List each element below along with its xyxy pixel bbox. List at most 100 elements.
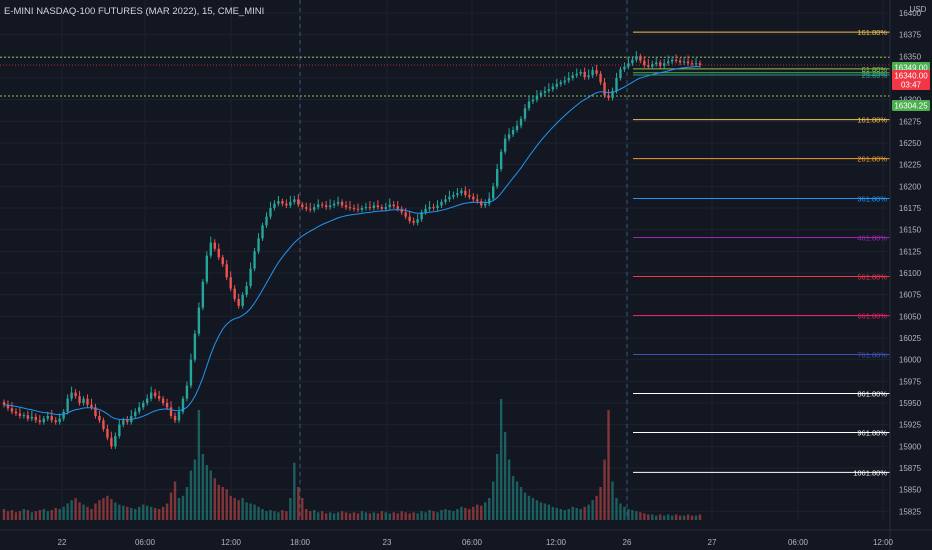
candle-body [412,221,415,223]
volume-bar [324,513,328,520]
candle-body [134,411,137,416]
volume-bar [607,410,610,520]
volume-bar [233,498,236,520]
fib-label: 661.80% [857,311,887,320]
volume-bar [82,504,85,520]
candle-body [547,89,551,91]
fib-label: 961.80% [857,428,887,437]
volume-bar [396,513,399,520]
candle-body [320,204,324,206]
volume-bar [332,513,336,520]
volume-bar [14,512,18,520]
candle-body [682,61,686,63]
candle-body [205,255,209,282]
candle-body [416,219,419,223]
candle-body [515,125,519,130]
volume-bar [420,511,423,520]
candle-body [535,95,539,100]
volume-bar [352,512,356,520]
gridlines [0,0,890,520]
x-tick-label: 23 [383,538,392,547]
candle-body [531,99,535,102]
x-tick-label: 06:00 [788,538,809,547]
candle-body [523,108,527,119]
volume-bar [579,509,582,520]
volume-bar [134,509,137,520]
fib-label: 161.80% [857,116,887,125]
volume-bar [237,500,240,520]
volume-bar [122,505,125,520]
y-tick-label: 16175 [899,204,922,213]
volume-bar [372,512,376,520]
candle-body [165,403,169,408]
volume-bar [289,498,292,520]
y-tick-label: 15825 [899,507,922,516]
volume-bar [535,500,539,520]
candle-body [285,203,288,206]
candle-body [309,208,312,210]
volume-bar [412,512,415,520]
candle-body [126,420,129,423]
candle-body [674,59,678,61]
volume-bar [301,498,304,520]
volume-bar [257,506,260,520]
symbol-title: E-MINI NASDAQ-100 FUTURES (MAR 2022), 15… [4,6,265,17]
volume-bar [635,511,638,520]
time-axis[interactable]: 22 06:00 12:00 18:00 23 06:00 12:00 26 27 06:00 12… [0,529,932,547]
candle-body [229,277,232,289]
x-tick-label: 06:00 [462,538,483,547]
price-tag [892,79,930,90]
volume-bar [452,511,455,520]
price-axis[interactable]: USD 164001637516350163251630016275162501… [889,0,932,550]
candle-body [173,416,177,421]
fib-label: 23.60% [862,71,888,80]
volume-bar [499,399,503,520]
candle-body [643,60,646,65]
candle-body [655,62,658,65]
volume-bar [392,512,395,520]
candle-body [78,396,81,403]
volume-bar [126,506,129,520]
x-tick-label: 12:00 [221,538,242,547]
volume-bar [503,432,507,520]
volume-bar [468,509,471,520]
y-tick-label: 16150 [899,226,922,235]
volume-bar [205,465,209,520]
candle-body [74,392,77,397]
volume-bar [169,492,173,520]
candle-body [420,212,423,220]
volume-bar [130,507,133,520]
y-tick-label: 16025 [899,334,922,343]
volume-bar [631,510,634,520]
x-tick-label: 27 [708,538,717,547]
candle-body [328,205,332,208]
volume-bar [488,498,491,520]
volume-bar [551,506,555,520]
currency-label: USD [910,5,927,14]
x-tick-label: 26 [623,538,632,547]
candle-body [392,204,395,207]
candles [2,51,702,449]
candle-body [376,205,380,208]
price-tag [892,100,930,111]
volume-bar [2,509,6,520]
volume-bar [58,509,61,520]
volume-bar [173,481,177,520]
volume-bar [599,487,602,520]
volume-bar [269,510,272,520]
candle-body [456,193,459,195]
volume-bar [555,507,559,520]
candle-body [261,225,264,239]
candle-body [511,130,515,135]
candle-body [197,307,201,334]
fib-label: 61.80% [862,65,888,74]
candle-body [2,402,6,405]
volume-bar [444,509,447,520]
candle-body [480,201,483,206]
volume-bar [495,454,499,520]
candle-body [221,257,224,265]
plot-background [0,0,890,550]
candle-body [678,60,682,63]
candle-body [94,407,97,416]
